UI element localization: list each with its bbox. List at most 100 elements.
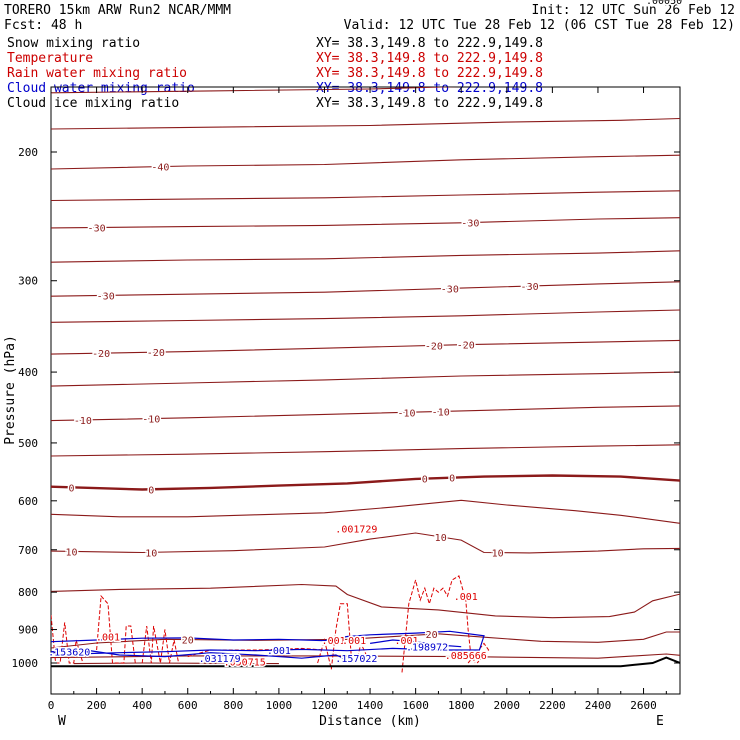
- rain-contour: [401, 575, 476, 673]
- isotherm-line: [51, 217, 680, 229]
- valid-time: Valid: 12 UTC Tue 28 Feb 12 (06 CST Tue …: [344, 18, 735, 33]
- legend-label-temperature: Temperature: [7, 51, 93, 66]
- y-tick-label: 1000: [12, 657, 39, 670]
- x-tick-label: 400: [132, 699, 152, 712]
- isotherm-label: 0: [148, 485, 154, 496]
- rain-label: .001: [342, 636, 366, 647]
- header: TORERO 15km ARW Run2 NCAR/MMM Init: 12 U…: [4, 3, 735, 33]
- y-axis-label: Pressure (hPa): [3, 335, 18, 445]
- x-tick-label: 2600: [630, 699, 657, 712]
- isotherm-line: [51, 371, 680, 387]
- isotherm-line: [51, 653, 680, 659]
- rain-contour: [96, 594, 136, 664]
- forecast-hour: Fcst: 48 h: [4, 18, 82, 33]
- x-axis-label: Distance (km): [319, 714, 421, 729]
- isotherm-line: [51, 631, 680, 649]
- isotherm-label: -10: [397, 408, 415, 419]
- isotherm-label: -20: [457, 341, 475, 352]
- isotherm-label: -30: [461, 219, 479, 230]
- x-tick-label: 1000: [266, 699, 293, 712]
- isotherm-label: -40: [151, 163, 169, 174]
- terrain-line: [51, 656, 680, 668]
- isotherm-label: -30: [521, 282, 539, 293]
- legend-label-rain: Rain water mixing ratio: [7, 66, 187, 81]
- isotherm-line: [51, 309, 680, 323]
- isotherm-label: 10: [145, 548, 157, 559]
- cloud-ice-label: .00050: [646, 0, 682, 7]
- cloud-water-contour: [51, 630, 485, 655]
- rain-label: .050715: [224, 657, 266, 668]
- isotherm-line: [51, 583, 680, 619]
- legend-label-cloud-water: Cloud water mixing ratio: [7, 81, 195, 96]
- legend-label-snow: Snow mixing ratio: [7, 36, 140, 51]
- legend-xy-cloud-water: XY= 38.3,149.8 to 222.9,149.8: [316, 81, 543, 96]
- isotherm-label: 10: [65, 547, 77, 558]
- rain-contour: [355, 641, 371, 664]
- rain-contours: [51, 575, 490, 673]
- rain-label: .001: [322, 636, 346, 647]
- x-tick-label: 1400: [357, 699, 384, 712]
- isotherm-label: 20: [426, 630, 438, 641]
- rain-contour: [141, 625, 180, 664]
- isotherm-label: 20: [182, 636, 194, 647]
- x-tick-label: 1800: [448, 699, 475, 712]
- y-tick-label: 600: [18, 495, 38, 508]
- isotherm-line: [51, 405, 680, 422]
- cloud-water-contour: [370, 639, 462, 648]
- isotherm-label: 10: [435, 533, 447, 544]
- rain-contour: [187, 647, 325, 658]
- isotherm-line: [51, 190, 680, 202]
- isotherm-line: [51, 87, 460, 94]
- isotherm-label: 0: [422, 475, 428, 486]
- rain-label: .001: [454, 592, 478, 603]
- cloud-water-contours: [51, 630, 485, 661]
- terrain-profile: [51, 656, 680, 668]
- isotherm-line: [51, 499, 680, 524]
- x-tick-label: 800: [223, 699, 243, 712]
- x-tick-label: 1600: [402, 699, 429, 712]
- legend-xy-rain: XY= 38.3,149.8 to 222.9,149.8: [316, 66, 543, 81]
- model-title: TORERO 15km ARW Run2 NCAR/MMM: [4, 3, 231, 18]
- x-tick-label: 2000: [494, 699, 521, 712]
- isotherm-line: [51, 117, 680, 130]
- isotherm-label: -20: [92, 349, 110, 360]
- cloud-water-label: .001: [267, 646, 291, 657]
- x-tick-label: 0: [48, 699, 55, 712]
- y-tick-label: 300: [18, 275, 38, 288]
- init-time: Init: 12 UTC Sun 26 Feb 12: [532, 3, 736, 18]
- isotherm-line: [51, 339, 680, 355]
- cloud-water-contour: [51, 649, 348, 661]
- rain-label: .001: [394, 636, 418, 647]
- x-axis-west-label: W: [58, 714, 66, 729]
- y-tick-label: 900: [18, 624, 38, 637]
- rain-contour: [467, 642, 490, 664]
- y-tick-label: 700: [18, 544, 38, 557]
- isotherm-label: 0: [68, 483, 74, 494]
- rain-label: .001: [96, 633, 120, 644]
- isotherm-label: -30: [97, 291, 115, 302]
- isotherm-line: [51, 154, 680, 170]
- legend-xy-temperature: XY= 38.3,149.8 to 222.9,149.8: [316, 51, 543, 66]
- isotherm-label: -10: [432, 407, 450, 418]
- isotherm-label: -10: [74, 416, 92, 427]
- legend: Snow mixing ratio XY= 38.3,149.8 to 222.…: [7, 36, 543, 111]
- isotherm-line: [51, 474, 680, 491]
- legend-label-cloud-ice: Cloud ice mixing ratio: [7, 96, 179, 111]
- x-tick-label: 2200: [539, 699, 566, 712]
- legend-xy-cloud-ice: XY= 38.3,149.8 to 222.9,149.8: [316, 96, 543, 111]
- x-tick-label: 600: [178, 699, 198, 712]
- isotherm-line: [51, 281, 680, 297]
- isotherm-label: -20: [147, 348, 165, 359]
- x-tick-label: 2400: [585, 699, 612, 712]
- rain-label: .085666: [445, 651, 487, 662]
- cloud-water-label: .031179: [199, 654, 241, 665]
- rain-label: .001729: [335, 525, 377, 536]
- isotherm-line: [51, 532, 680, 554]
- isotherm-label: -20: [425, 341, 443, 352]
- cloud-water-label: .157022: [335, 654, 377, 665]
- temperature-isotherms: [51, 87, 680, 665]
- isotherm-line: [51, 444, 680, 457]
- isotherm-label: -30: [441, 284, 459, 295]
- legend-xy-snow: XY= 38.3,149.8 to 222.9,149.8: [316, 36, 543, 51]
